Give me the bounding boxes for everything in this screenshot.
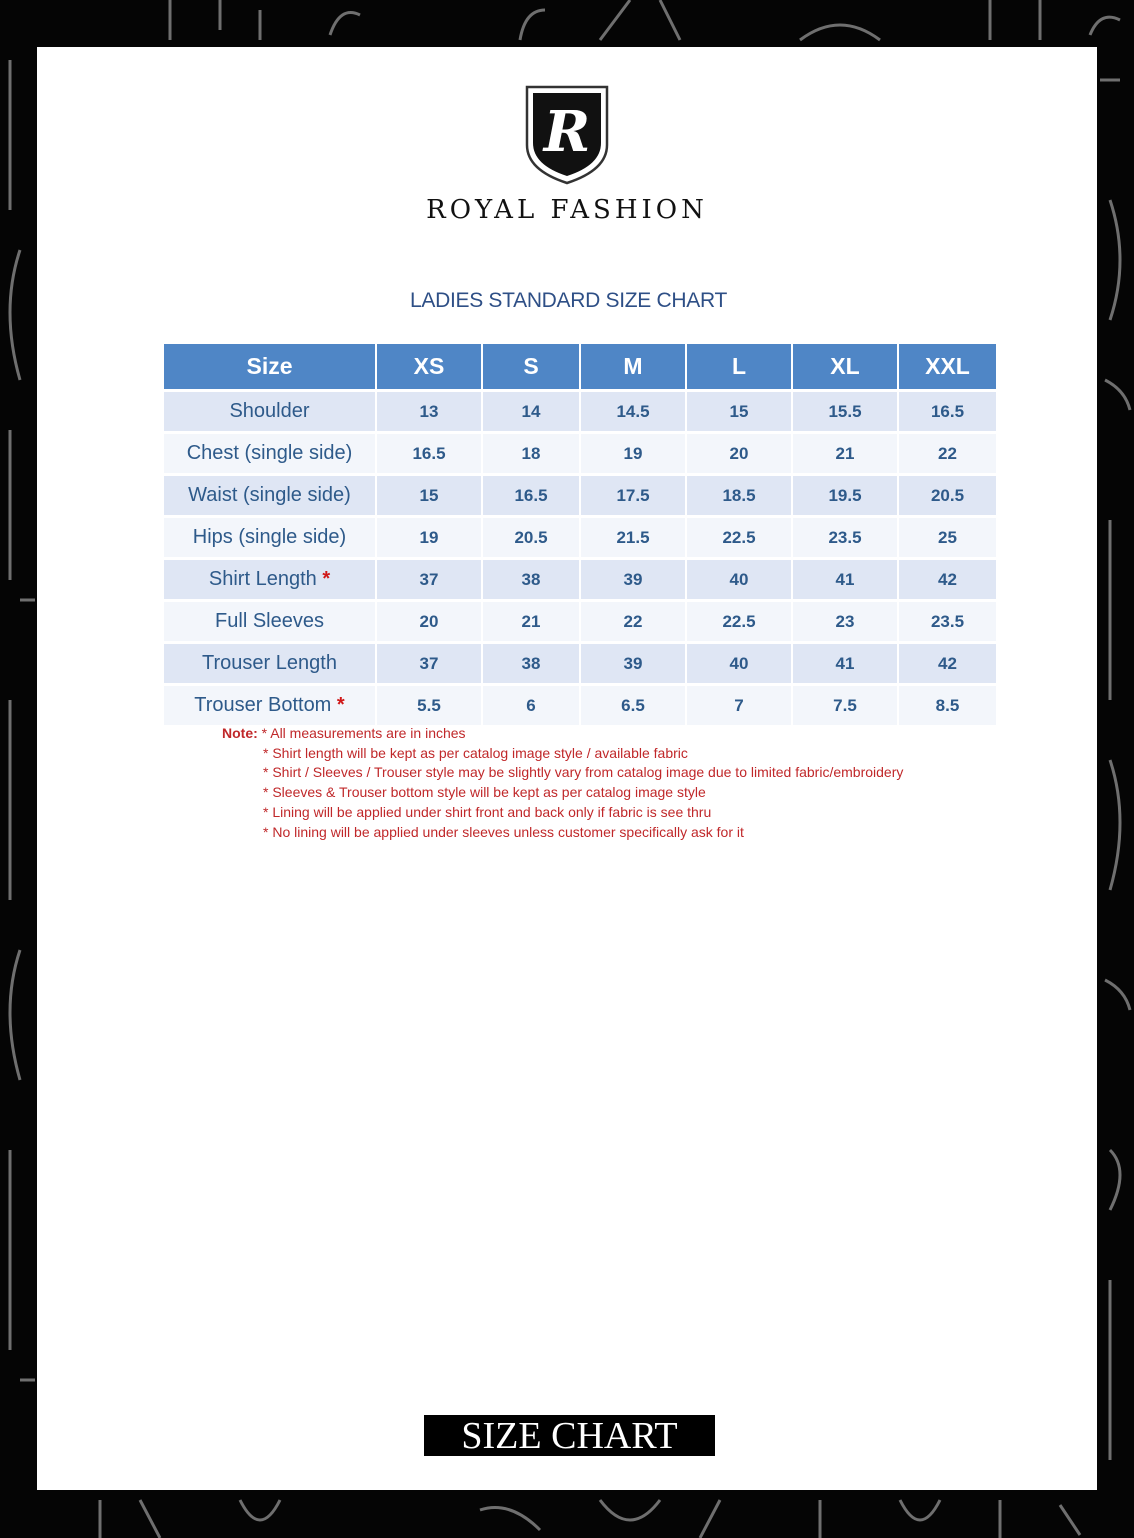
header-l: L [687,344,791,392]
row-label: Waist (single side) [164,476,375,518]
row-label: Full Sleeves [164,602,375,644]
table-cell: 38 [483,560,579,602]
header-m: M [581,344,685,392]
table-cell: 21.5 [581,518,685,560]
table-row: Hips (single side) 19 20.5 21.5 22.5 23.5 25 [164,518,996,560]
table-header-row: Size XS S M L XL XXL [164,344,996,392]
table-cell: 41 [793,644,897,686]
table-row: Chest (single side) 16.5 18 19 20 21 22 [164,434,996,476]
table-cell: 39 [581,644,685,686]
size-chart-badge: SIZE CHART [424,1415,715,1457]
table-cell: 40 [687,560,791,602]
row-label: Trouser Length [164,644,375,686]
table-cell: 6.5 [581,686,685,728]
table-cell: 21 [793,434,897,476]
table-cell: 42 [899,560,996,602]
table-cell: 8.5 [899,686,996,728]
notes: Note: * All measurements are in inches *… [222,724,903,842]
header-size: Size [164,344,375,392]
table-cell: 40 [687,644,791,686]
row-label: Trouser Bottom * [164,686,375,728]
table-cell: 16.5 [483,476,579,518]
row-label-text: Shirt Length [208,568,317,590]
table-cell: 37 [377,644,481,686]
table-cell: 15.5 [793,392,897,434]
table-cell: 22.5 [687,602,791,644]
row-label-text: Waist (single side) [188,484,351,506]
note-label: Note: [222,725,258,741]
table-cell: 39 [581,560,685,602]
table-cell: 19.5 [793,476,897,518]
table-cell: 21 [483,602,579,644]
table-cell: 41 [793,560,897,602]
table-cell: 16.5 [377,434,481,476]
table-cell: 18.5 [687,476,791,518]
header-xl: XL [793,344,897,392]
note-item: * Shirt length will be kept as per catal… [263,744,688,761]
note-item: * No lining will be applied under sleeve… [263,823,744,840]
note-item: * All measurements are in inches [261,725,466,741]
table-cell: 42 [899,644,996,686]
table-cell: 20.5 [483,518,579,560]
table-cell: 38 [483,644,579,686]
row-label-text: Full Sleeves [215,610,324,632]
table-cell: 16.5 [899,392,996,434]
note-item: * Shirt / Sleeves / Trouser style may be… [263,764,904,781]
row-label: Shirt Length * [164,560,375,602]
table-row: Shirt Length * 37 38 39 40 41 42 [164,560,996,602]
required-star: * [336,694,345,716]
table-cell: 18 [483,434,579,476]
row-label-text: Shoulder [229,400,310,422]
table-cell: 19 [377,518,481,560]
table-row: Trouser Bottom * 5.5 6 6.5 7 7.5 8.5 [164,686,996,728]
row-label-text: Trouser Length [202,652,337,674]
row-label: Shoulder [164,392,375,434]
header-s: S [483,344,579,392]
table-cell: 13 [377,392,481,434]
table-row: Full Sleeves 20 21 22 22.5 23 23.5 [164,602,996,644]
table-cell: 7.5 [793,686,897,728]
table-cell: 6 [483,686,579,728]
table-row: Waist (single side) 15 16.5 17.5 18.5 19.5 20.… [164,476,996,518]
table-cell: 37 [377,560,481,602]
table-cell: 23.5 [793,518,897,560]
table-cell: 22 [899,434,996,476]
table-cell: 22.5 [687,518,791,560]
note-item: * Sleeves & Trouser bottom style will be… [263,784,706,801]
table-cell: 17.5 [581,476,685,518]
svg-text:R: R [542,99,591,165]
row-label: Hips (single side) [164,518,375,560]
row-label-text: Trouser Bottom [194,694,332,716]
table-cell: 23.5 [899,602,996,644]
table-cell: 19 [581,434,685,476]
row-label: Chest (single side) [164,434,375,476]
table-cell: 20 [377,602,481,644]
table-cell: 5.5 [377,686,481,728]
table-cell: 15 [687,392,791,434]
brand-name: ROYAL FASHION [426,195,708,225]
table-cell: 22 [581,602,685,644]
royal-fashion-shield-logo: R [525,85,609,185]
table-cell: 14 [483,392,579,434]
required-star: * [322,568,331,590]
table-row: Shoulder 13 14 14.5 15 15.5 16.5 [164,392,996,434]
table-cell: 23 [793,602,897,644]
table-cell: 15 [377,476,481,518]
header-xxl: XXL [899,344,996,392]
note-item: * Lining will be applied under shirt fro… [263,803,712,820]
row-label-text: Hips (single side) [192,526,347,548]
table-cell: 20.5 [899,476,996,518]
size-chart-panel: R ROYAL FASHION LADIES STANDARD SIZE CHA… [37,47,1097,1490]
size-table: Size XS S M L XL XXL Shoulder 13 14 14.5 15 1… [162,344,998,728]
table-cell: 20 [687,434,791,476]
table-cell: 7 [687,686,791,728]
page-title: LADIES STANDARD SIZE CHART [410,289,727,312]
row-label-text: Chest (single side) [186,442,353,464]
table-row: Trouser Length 37 38 39 40 41 42 [164,644,996,686]
table-cell: 25 [899,518,996,560]
header-xs: XS [377,344,481,392]
table-cell: 14.5 [581,392,685,434]
